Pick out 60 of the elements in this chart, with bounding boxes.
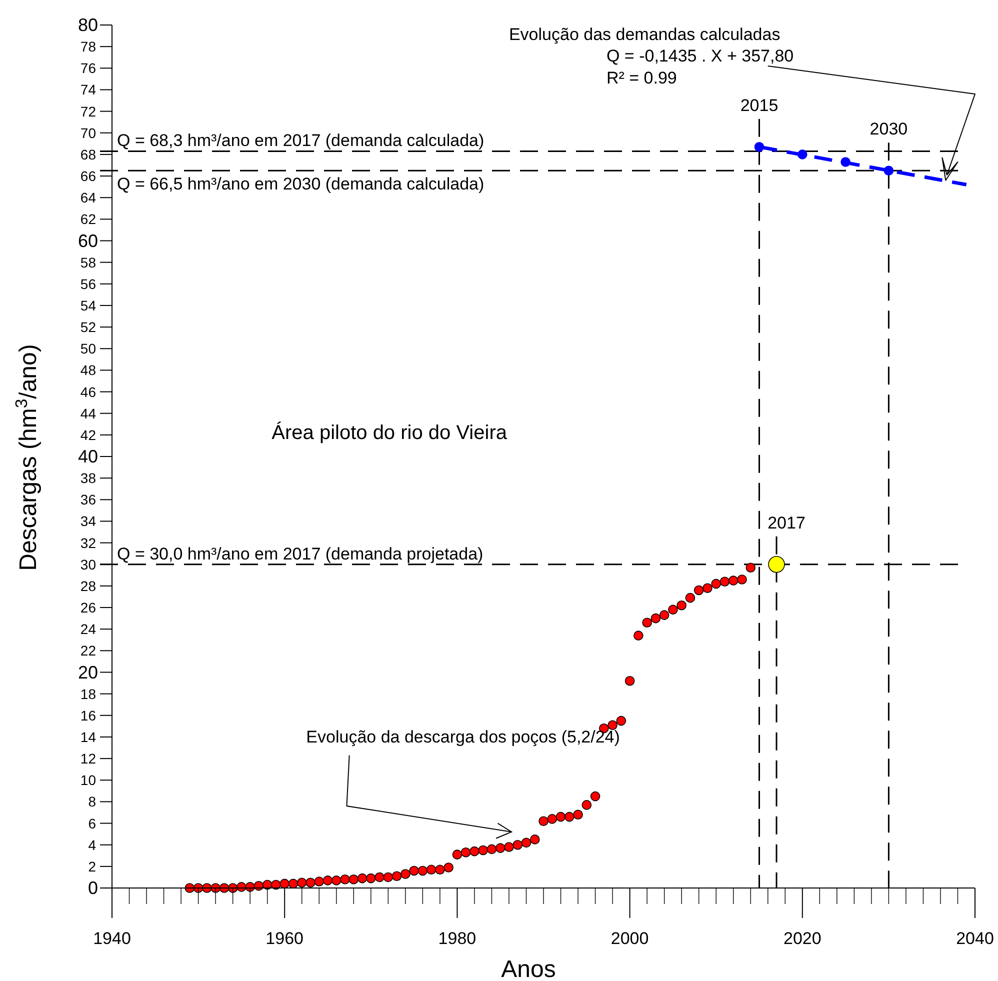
y-tick-label: 68: [80, 146, 96, 162]
y-tick-label: 52: [80, 319, 96, 336]
ref-line-label: Q = 30,0 hm³/ano em 2017 (demanda projetada): [117, 544, 484, 564]
y-tick-label: 36: [80, 492, 96, 508]
y-tick-label: 2: [88, 858, 96, 874]
y-tick-label: 60: [78, 230, 98, 251]
y-tick-label: 80: [78, 15, 98, 35]
y-tick-label: 20: [78, 662, 98, 682]
y-tick-label: 42: [80, 426, 96, 443]
y-tick-label: 56: [80, 276, 96, 292]
x-tick-label: 2020: [783, 929, 822, 948]
y-tick-label: 24: [80, 621, 96, 638]
y-tick-label: 74: [80, 82, 96, 98]
y-tick-label: 76: [80, 60, 96, 76]
annotation: Área piloto do rio do Vieira: [272, 421, 508, 444]
ref-line-label: 2017: [768, 513, 806, 532]
y-tick-label: 62: [80, 211, 96, 228]
x-tick-label: 1960: [266, 929, 304, 948]
x-tick-label: 1980: [438, 929, 476, 948]
ref-line-label: Q = 66,5 hm³/ano em 2030 (demanda calculada): [117, 174, 484, 194]
y-tick-label: 78: [80, 38, 96, 55]
y-tick-label: 18: [80, 686, 96, 702]
y-tick-label: 70: [80, 124, 96, 141]
y-tick-label: 12: [80, 750, 96, 767]
y-tick-label: 72: [80, 103, 96, 120]
annotation: Evolução da descarga dos poços (5,2/24): [306, 727, 620, 746]
y-tick-label: 8: [88, 794, 96, 810]
ref-line-label: Q = 68,3 hm³/ano em 2017 (demanda calculada): [117, 131, 484, 150]
ref-line-label: 2015: [740, 96, 778, 115]
point: [768, 556, 785, 573]
y-tick-label: 6: [88, 815, 96, 832]
y-tick-label: 34: [80, 513, 96, 530]
y-tick-label: 54: [80, 297, 96, 314]
y-tick-label: 26: [80, 600, 96, 616]
x-tick-label: 2040: [956, 929, 994, 948]
y-tick-label: 14: [80, 728, 96, 745]
y-tick-label: 66: [80, 168, 96, 184]
y-tick-label: 48: [80, 362, 96, 378]
ref-line-label: 2030: [870, 120, 908, 139]
y-tick-label: 64: [80, 190, 96, 206]
y-tick-label: 40: [78, 446, 98, 466]
y-tick-label: 22: [80, 642, 96, 659]
x-axis-title: Anos: [501, 956, 556, 981]
y-tick-label: 30: [80, 556, 96, 572]
y-tick-label: 46: [80, 384, 96, 400]
y-tick-label: 50: [80, 340, 96, 357]
x-tick-label: 1940: [93, 929, 131, 948]
y-tick-label: 0: [88, 878, 98, 898]
y-tick-label: 4: [88, 836, 96, 853]
y-tick-label: 32: [80, 534, 96, 551]
y-tick-label: 58: [80, 254, 96, 270]
annotation: Q = -0,1435 . X + 357,80: [606, 46, 794, 66]
y-tick-label: 38: [80, 470, 96, 486]
y-tick-label: 44: [80, 405, 96, 422]
x-tick-label: 2000: [610, 929, 649, 948]
annotation: Evolução das demandas calculadas: [508, 25, 780, 44]
y-tick-label: 10: [80, 772, 96, 788]
annotation: R² = 0.99: [606, 68, 677, 88]
y-tick-label: 28: [80, 578, 96, 594]
y-tick-label: 16: [80, 707, 96, 724]
